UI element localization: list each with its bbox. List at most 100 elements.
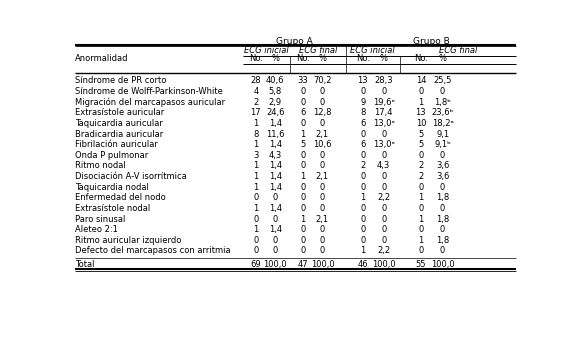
Text: 100,0: 100,0 (310, 260, 334, 269)
Text: 0: 0 (418, 225, 424, 234)
Text: 0: 0 (381, 87, 386, 96)
Text: 0: 0 (381, 215, 386, 224)
Text: 13,0ᵃ: 13,0ᵃ (373, 140, 395, 149)
Text: 2,1: 2,1 (316, 172, 329, 181)
Text: 0: 0 (381, 172, 386, 181)
Text: 4,3: 4,3 (377, 162, 390, 170)
Text: Total: Total (75, 260, 95, 269)
Text: 9,1: 9,1 (436, 130, 449, 138)
Text: 1: 1 (418, 193, 424, 202)
Text: 0: 0 (320, 98, 325, 107)
Text: Enfermedad del nodo: Enfermedad del nodo (75, 193, 166, 202)
Text: 4,3: 4,3 (268, 151, 282, 160)
Text: %: % (439, 54, 447, 64)
Text: 5: 5 (301, 140, 306, 149)
Text: 2,2: 2,2 (377, 246, 390, 256)
Text: Onda P pulmonar: Onda P pulmonar (75, 151, 148, 160)
Text: 28: 28 (250, 76, 261, 86)
Text: 0: 0 (418, 151, 424, 160)
Text: 1,4: 1,4 (269, 225, 282, 234)
Text: 0: 0 (320, 193, 325, 202)
Text: 0: 0 (360, 172, 365, 181)
Text: 70,2: 70,2 (313, 76, 332, 86)
Text: 0: 0 (301, 193, 306, 202)
Text: 1: 1 (253, 183, 258, 192)
Text: 0: 0 (440, 87, 445, 96)
Text: 0: 0 (440, 204, 445, 213)
Text: Síndrome de PR corto: Síndrome de PR corto (75, 76, 167, 86)
Text: ECG inicial: ECG inicial (244, 46, 289, 55)
Text: 1: 1 (360, 246, 365, 256)
Text: 0: 0 (381, 183, 386, 192)
Text: 1: 1 (253, 162, 258, 170)
Text: No.: No. (296, 54, 310, 64)
Text: 0: 0 (381, 236, 386, 245)
Text: 1,4: 1,4 (269, 183, 282, 192)
Text: 0: 0 (320, 183, 325, 192)
Text: 0: 0 (360, 151, 365, 160)
Text: Síndrome de Wolff-Parkinson-White: Síndrome de Wolff-Parkinson-White (75, 87, 223, 96)
Text: 5,8: 5,8 (268, 87, 282, 96)
Text: 17,4: 17,4 (374, 108, 393, 118)
Text: 0: 0 (272, 193, 278, 202)
Text: 13: 13 (357, 76, 368, 86)
Text: 55: 55 (415, 260, 426, 269)
Text: 0: 0 (320, 151, 325, 160)
Text: 1,4: 1,4 (269, 119, 282, 128)
Text: 100,0: 100,0 (372, 260, 395, 269)
Text: 1,4: 1,4 (269, 172, 282, 181)
Text: 0: 0 (272, 236, 278, 245)
Text: 1,4: 1,4 (269, 140, 282, 149)
Text: 11,6: 11,6 (266, 130, 284, 138)
Text: 0: 0 (381, 151, 386, 160)
Text: ECG final: ECG final (299, 46, 337, 55)
Text: 1: 1 (253, 140, 258, 149)
Text: Fibrilación auricular: Fibrilación auricular (75, 140, 158, 149)
Text: 23,6ᵇ: 23,6ᵇ (432, 108, 454, 118)
Text: 1,8: 1,8 (436, 215, 449, 224)
Text: 13,0ᵃ: 13,0ᵃ (373, 119, 395, 128)
Text: 0: 0 (418, 246, 424, 256)
Text: 1: 1 (253, 225, 258, 234)
Text: Migración del marcapasos auricular: Migración del marcapasos auricular (75, 98, 226, 107)
Text: 2,9: 2,9 (269, 98, 282, 107)
Text: 0: 0 (301, 236, 306, 245)
Text: 0: 0 (381, 130, 386, 138)
Text: 100,0: 100,0 (263, 260, 287, 269)
Text: 3,6: 3,6 (436, 162, 449, 170)
Text: 9: 9 (360, 98, 365, 107)
Text: 1,8ᵇ: 1,8ᵇ (434, 98, 451, 107)
Text: 6: 6 (360, 119, 365, 128)
Text: 1: 1 (253, 204, 258, 213)
Text: No.: No. (249, 54, 263, 64)
Text: 0: 0 (320, 119, 325, 128)
Text: 33: 33 (298, 76, 309, 86)
Text: %: % (319, 54, 327, 64)
Text: 2: 2 (360, 162, 365, 170)
Text: No.: No. (356, 54, 370, 64)
Text: Grupo A: Grupo A (276, 37, 313, 46)
Text: 0: 0 (360, 236, 365, 245)
Text: No.: No. (414, 54, 428, 64)
Text: Paro sinusal: Paro sinusal (75, 215, 126, 224)
Text: 2,2: 2,2 (377, 193, 390, 202)
Text: 2: 2 (418, 172, 424, 181)
Text: 14: 14 (415, 76, 426, 86)
Text: 46: 46 (357, 260, 368, 269)
Text: Extrasístole auricular: Extrasístole auricular (75, 108, 164, 118)
Text: 1: 1 (301, 130, 306, 138)
Text: 1,4: 1,4 (269, 204, 282, 213)
Text: %: % (380, 54, 388, 64)
Text: 0: 0 (301, 225, 306, 234)
Text: 0: 0 (440, 225, 445, 234)
Text: 17: 17 (250, 108, 261, 118)
Text: 1: 1 (418, 236, 424, 245)
Text: 0: 0 (253, 236, 258, 245)
Text: 3,6: 3,6 (436, 172, 449, 181)
Text: 0: 0 (381, 204, 386, 213)
Text: 0: 0 (360, 215, 365, 224)
Text: 0: 0 (320, 236, 325, 245)
Text: 8: 8 (253, 130, 258, 138)
Text: 10,6: 10,6 (313, 140, 332, 149)
Text: 5: 5 (418, 140, 424, 149)
